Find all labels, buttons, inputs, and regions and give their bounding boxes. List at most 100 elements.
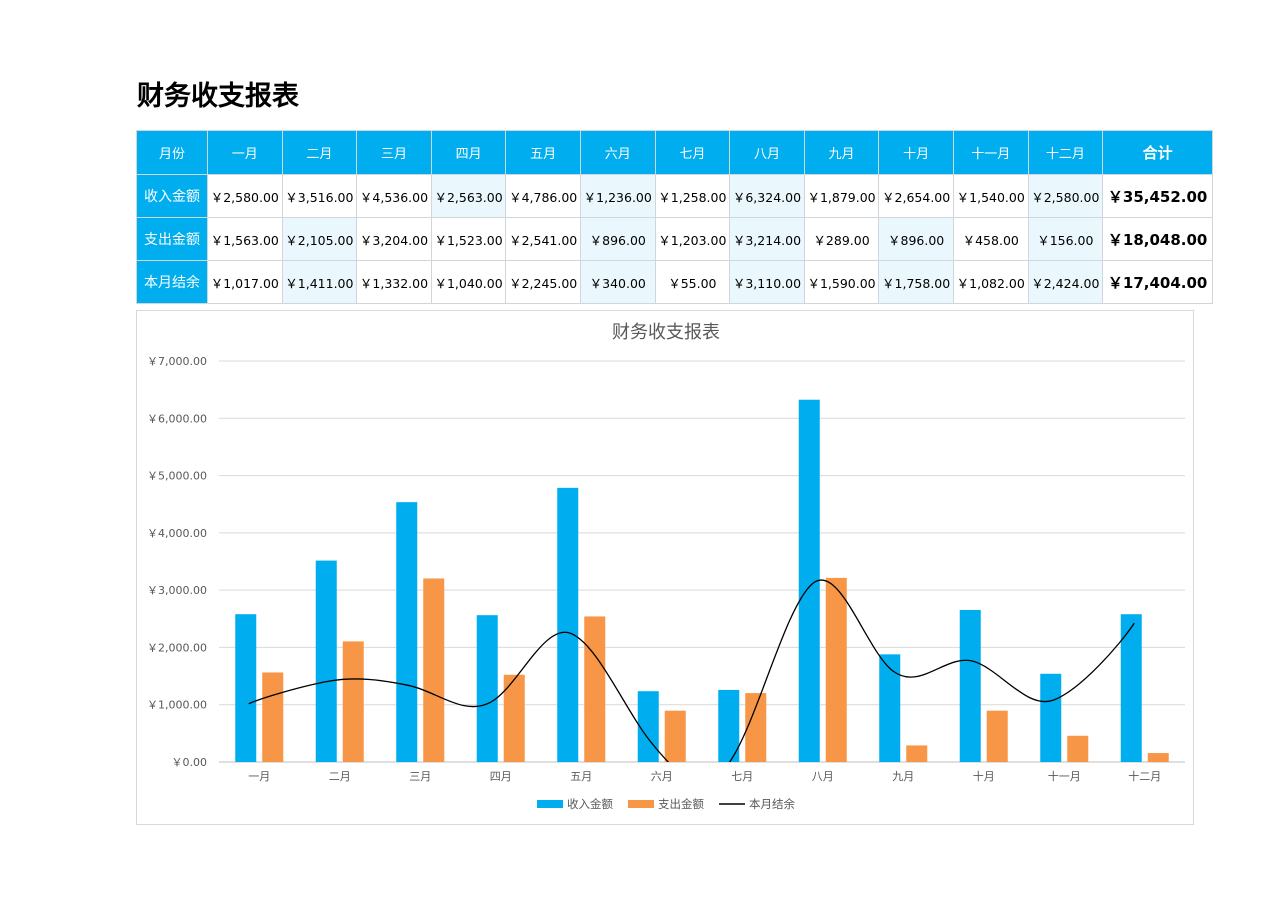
header-month: 九月 [803, 130, 880, 175]
x-tick-label: 四月 [490, 770, 512, 783]
table-cell: ￥1,017.00 [207, 260, 283, 304]
chart-svg: 财务收支报表 ￥0.00 ￥1,000.00 ￥2,000.00 ￥3,000.00 ￥4… [147, 322, 1185, 811]
table-cell: ￥340.00 [579, 260, 656, 304]
x-tick-label: 十月 [973, 769, 995, 783]
header-month: 十二月 [1027, 130, 1104, 175]
bar-income [798, 399, 820, 762]
header-month: 二月 [281, 130, 358, 175]
row-label: 本月结余 [136, 260, 208, 304]
y-tick-label: ￥0.00 [172, 756, 208, 769]
legend-label: 收入金额 [567, 797, 613, 811]
bar-expense [906, 745, 928, 762]
row-label: 收入金额 [136, 174, 208, 218]
x-tick-label: 八月 [812, 770, 834, 783]
table-header-row: 月份 一月 二月 三月 四月 五月 六月 七月 八月 九月 十月 十一月 十二月 合计 [136, 130, 1214, 175]
y-tick-label: ￥7,000.00 [147, 355, 207, 368]
table-cell: ￥1,236.00 [579, 174, 656, 218]
table-cell: ￥1,332.00 [356, 260, 432, 304]
x-tick-label: 七月 [731, 770, 753, 783]
table-cell: ￥2,541.00 [505, 217, 581, 261]
bar-income [718, 689, 740, 762]
bar-income [1120, 614, 1142, 762]
finance-table: 月份 一月 二月 三月 四月 五月 六月 七月 八月 九月 十月 十一月 十二月 合计 收入金额 ￥2,580… [136, 130, 1214, 304]
table-cell: ￥1,411.00 [281, 260, 358, 304]
bar-expense [664, 710, 686, 762]
table-cell: ￥3,204.00 [356, 217, 432, 261]
bar-expense [1067, 735, 1089, 762]
table-cell: ￥289.00 [803, 217, 880, 261]
bar-income [637, 691, 659, 762]
table-cell: ￥2,245.00 [505, 260, 581, 304]
table-cell: ￥1,879.00 [803, 174, 880, 218]
table-cell: ￥2,424.00 [1027, 260, 1104, 304]
row-total: ￥35,452.00 [1102, 174, 1214, 218]
bar-income [315, 560, 337, 762]
y-tick-label: ￥5,000.00 [147, 470, 207, 483]
table-cell: ￥3,110.00 [729, 260, 805, 304]
table-cell: ￥1,540.00 [952, 174, 1029, 218]
y-tick-label: ￥4,000.00 [147, 527, 207, 540]
x-tick-label: 一月 [248, 770, 270, 783]
bar-expense [745, 693, 767, 762]
table-cell: ￥4,786.00 [505, 174, 581, 218]
y-tick-label: ￥6,000.00 [147, 412, 207, 425]
table-row: 收入金额 ￥2,580.00 ￥3,516.00 ￥4,536.00 ￥2,563.00… [136, 174, 1214, 218]
header-month-label: 月份 [136, 130, 208, 175]
bar-expense [986, 710, 1008, 762]
table-cell: ￥2,580.00 [1027, 174, 1104, 218]
header-month: 十一月 [952, 130, 1029, 175]
legend-swatch [537, 800, 563, 808]
table-cell: ￥1,758.00 [878, 260, 954, 304]
y-tick-label: ￥2,000.00 [147, 641, 207, 654]
table-cell: ￥4,536.00 [356, 174, 432, 218]
x-tick-label: 十一月 [1048, 769, 1081, 783]
balance-line [248, 579, 1135, 762]
header-month: 六月 [579, 130, 656, 175]
bar-expense [1147, 753, 1169, 762]
table-cell: ￥458.00 [952, 217, 1029, 261]
y-tick-label: ￥1,000.00 [147, 699, 207, 712]
table-cell: ￥1,040.00 [430, 260, 507, 304]
row-total: ￥17,404.00 [1102, 260, 1214, 304]
table-cell: ￥1,523.00 [430, 217, 507, 261]
table-cell: ￥2,580.00 [207, 174, 283, 218]
table-row: 本月结余 ￥1,017.00 ￥1,411.00 ￥1,332.00 ￥1,040.00… [136, 260, 1214, 304]
bar-income [396, 502, 418, 762]
header-month: 十月 [878, 130, 954, 175]
row-total: ￥18,048.00 [1102, 217, 1214, 261]
finance-chart: 财务收支报表 ￥0.00 ￥1,000.00 ￥2,000.00 ￥3,000.00 ￥4… [136, 310, 1194, 825]
x-tick-label: 五月 [570, 770, 592, 783]
header-month: 五月 [505, 130, 581, 175]
table-cell: ￥1,590.00 [803, 260, 880, 304]
header-month: 四月 [430, 130, 507, 175]
bar-expense [262, 672, 284, 762]
legend-label: 本月结余 [749, 797, 795, 811]
x-tick-label: 三月 [409, 770, 431, 783]
bar-income [557, 487, 579, 762]
table-cell: ￥2,654.00 [878, 174, 954, 218]
row-label: 支出金额 [136, 217, 208, 261]
table-cell: ￥1,563.00 [207, 217, 283, 261]
table-row: 支出金额 ￥1,563.00 ￥2,105.00 ￥3,204.00 ￥1,523.00… [136, 217, 1214, 261]
bar-income [476, 615, 498, 762]
bar-income [959, 609, 981, 762]
legend-label: 支出金额 [658, 797, 704, 811]
table-cell: ￥896.00 [878, 217, 954, 261]
bar-income [879, 654, 901, 762]
bar-income [1040, 673, 1062, 762]
header-month: 八月 [729, 130, 805, 175]
bar-expense [503, 674, 525, 762]
x-tick-label: 九月 [892, 770, 914, 783]
x-tick-label: 二月 [329, 770, 351, 783]
bar-expense [342, 641, 364, 762]
header-month: 七月 [654, 130, 731, 175]
table-cell: ￥3,214.00 [729, 217, 805, 261]
table-cell: ￥3,516.00 [281, 174, 358, 218]
bar-expense [825, 577, 847, 762]
table-cell: ￥1,203.00 [654, 217, 731, 261]
bar-income [235, 614, 257, 762]
y-tick-label: ￥3,000.00 [147, 584, 207, 597]
table-cell: ￥1,258.00 [654, 174, 731, 218]
table-cell: ￥1,082.00 [952, 260, 1029, 304]
chart-title: 财务收支报表 [612, 322, 720, 343]
